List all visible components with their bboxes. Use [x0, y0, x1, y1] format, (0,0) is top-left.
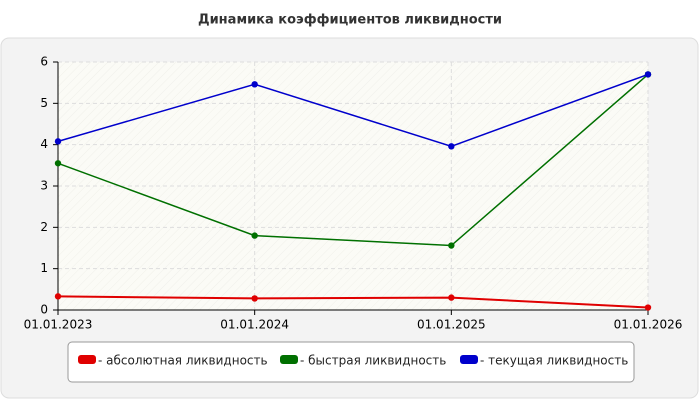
y-tick-label: 4 [40, 137, 48, 151]
point [251, 232, 258, 239]
y-tick-label: 2 [40, 220, 48, 234]
x-tick-label: 01.01.2024 [220, 318, 289, 332]
series-line [57, 295, 649, 309]
y-tick-label: 6 [40, 55, 48, 69]
point [251, 81, 258, 88]
x-tick-label: 01.01.2025 [417, 318, 486, 332]
y-tick-label: 3 [40, 179, 48, 193]
legend-label: - текущая ликвидность [480, 354, 628, 368]
chart-title: Динамика коэффициентов ликвидности [198, 13, 502, 28]
x-tick-label: 01.01.2023 [24, 318, 93, 332]
point [54, 160, 62, 167]
point [448, 143, 455, 150]
legend-label: - быстрая ликвидность [300, 354, 446, 368]
point [54, 293, 62, 300]
point [448, 242, 455, 249]
legend-swatch [460, 355, 478, 364]
series-line [57, 73, 649, 247]
y-tick-label: 5 [40, 96, 48, 110]
series-line [57, 73, 649, 148]
legend-swatch [78, 355, 96, 364]
x-tick-label: 01.01.2026 [614, 318, 683, 332]
point [644, 71, 652, 78]
legend-label: - абсолютная ликвидность [98, 354, 268, 368]
point [251, 295, 258, 302]
y-tick-label: 0 [40, 303, 48, 317]
legend [67, 341, 635, 383]
legend-swatch [280, 355, 298, 364]
point [54, 138, 62, 145]
point [448, 294, 455, 301]
y-tick-label: 1 [40, 261, 48, 275]
point [644, 304, 652, 311]
